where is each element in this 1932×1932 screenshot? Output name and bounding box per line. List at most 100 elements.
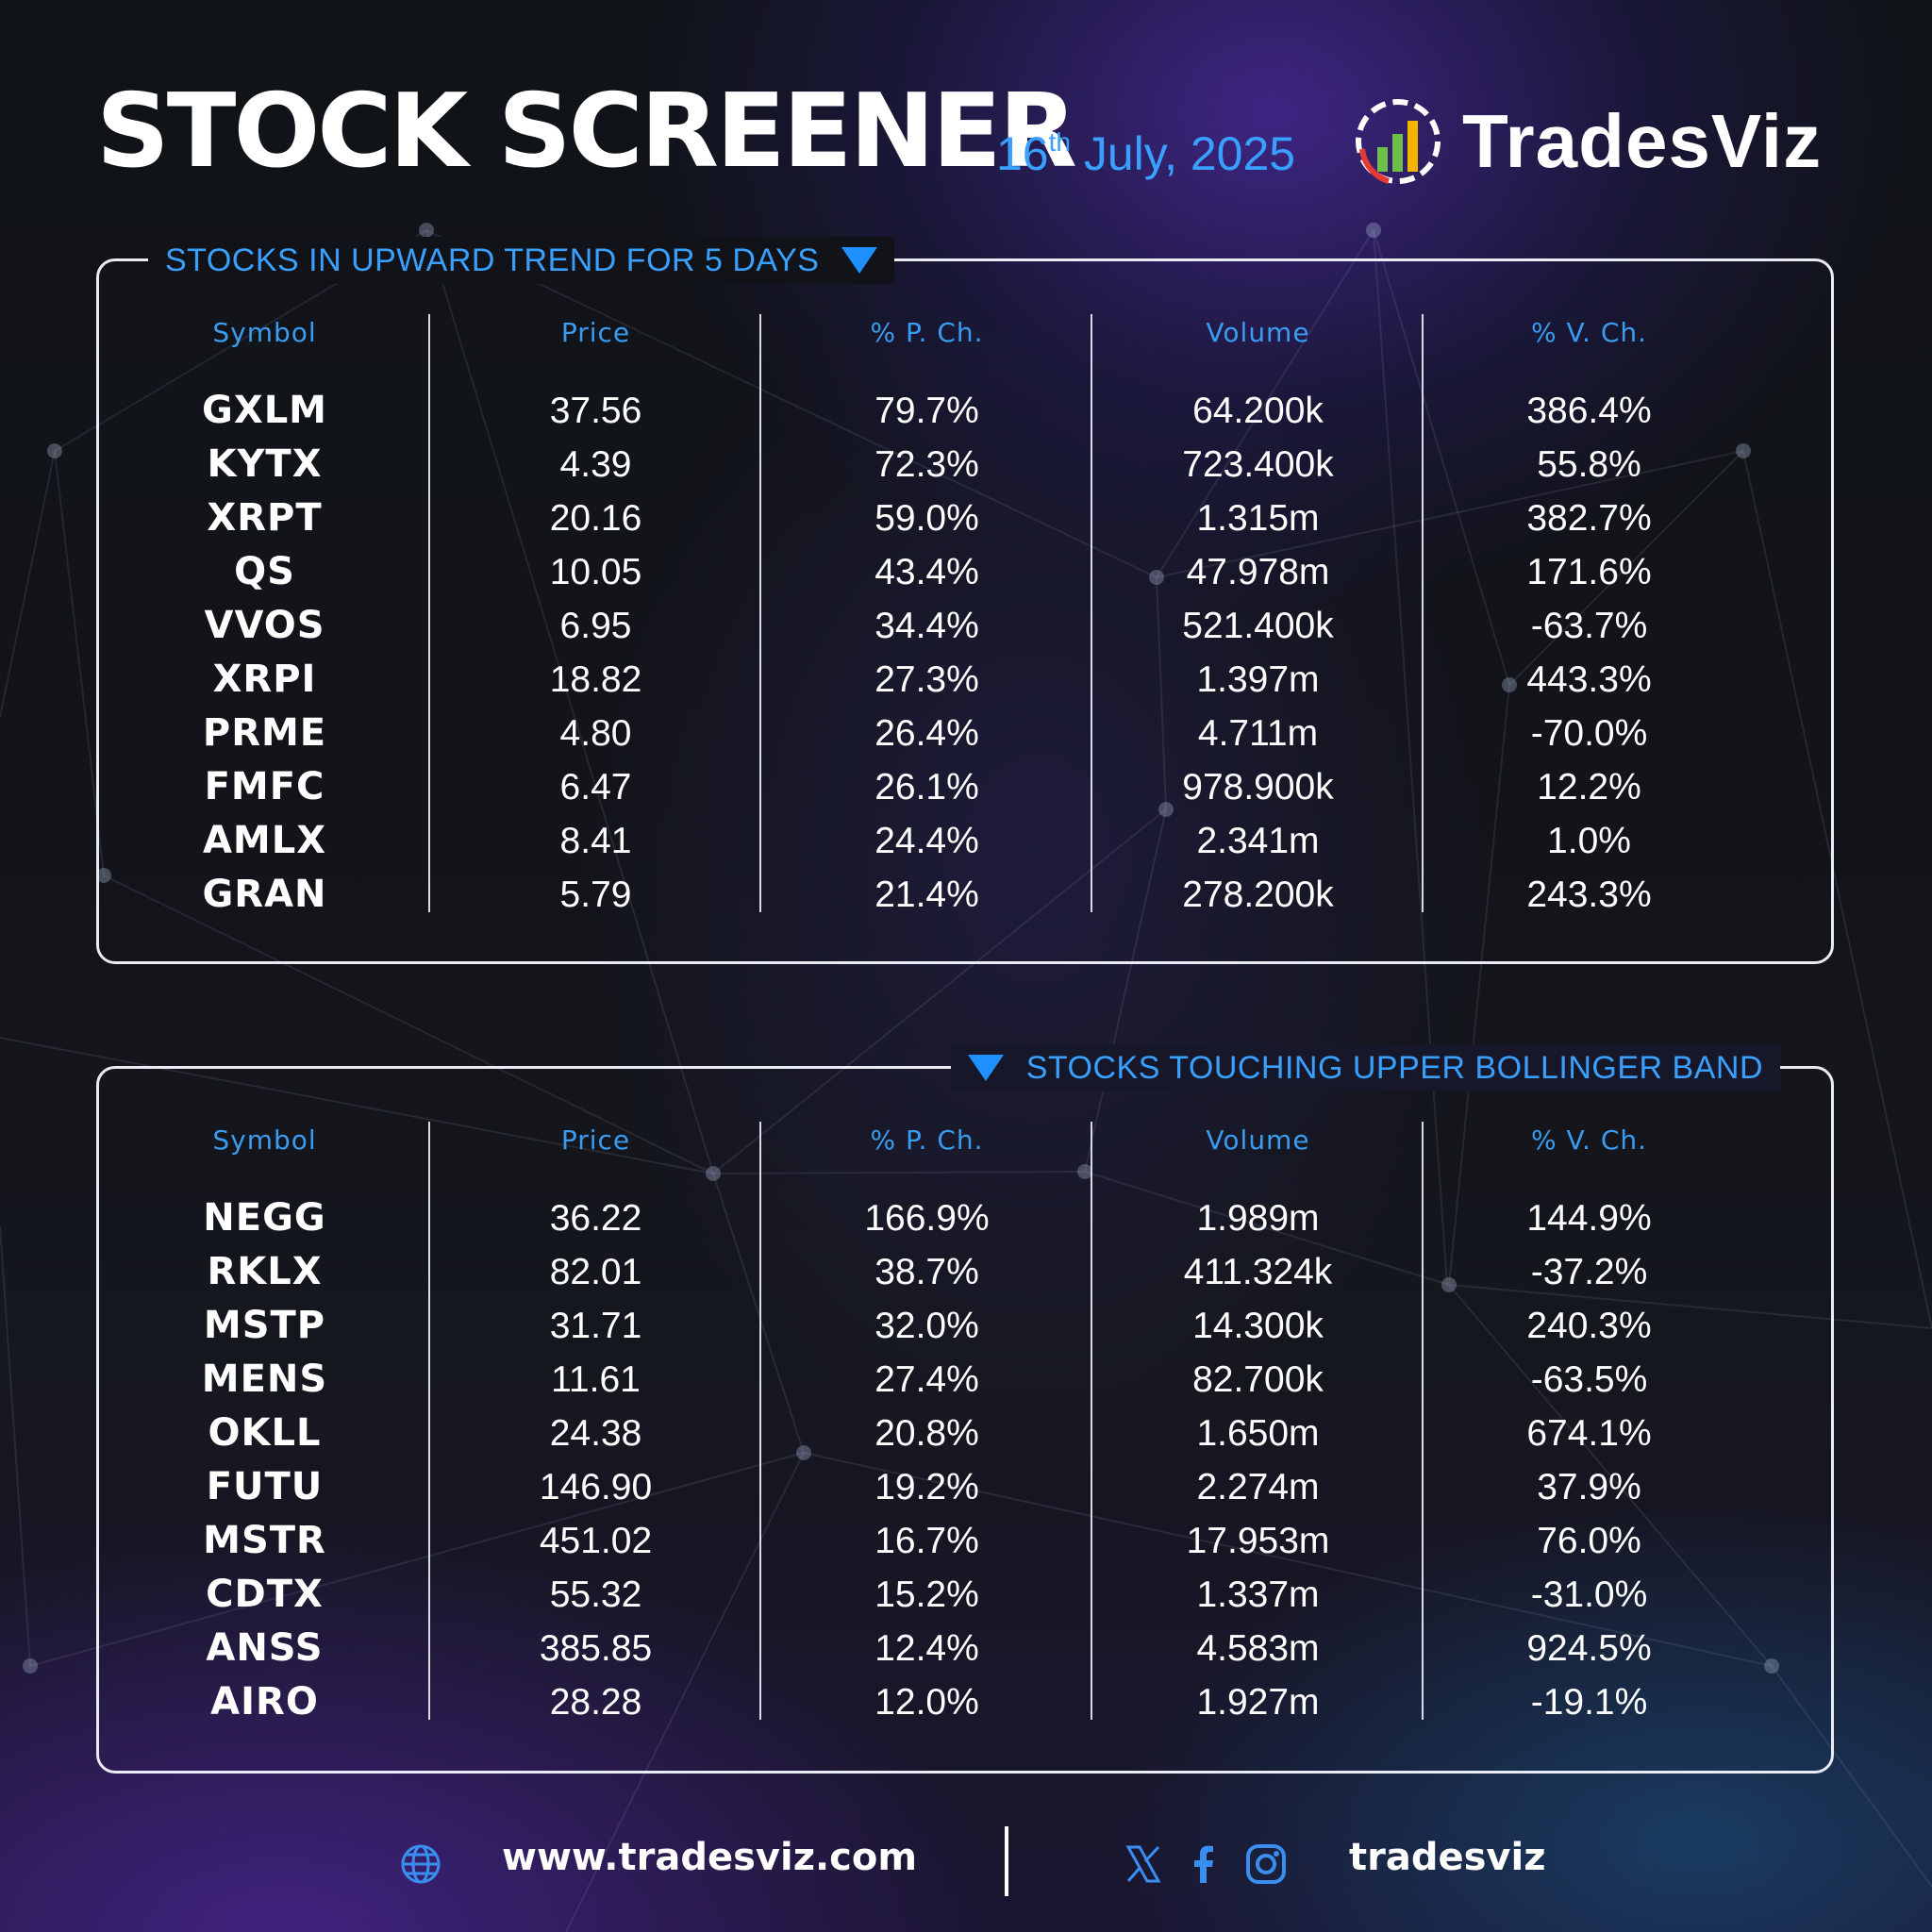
column-cells: 166.9% 38.7% 32.0% 27.4% 20.8% 19.2% 16.7% 15.2… <box>761 1191 1092 1729</box>
upward-trend-title: STOCKS IN UPWARD TREND FOR 5 DAYS <box>165 242 820 278</box>
volume-cell: 1.315m <box>1196 498 1320 539</box>
volume-cell: 1.397m <box>1196 659 1320 700</box>
date-suffix: th <box>1048 127 1071 157</box>
upward-trend-table: Symbol GXLM KYTX XRPT QS VVOS XRPI PRME FMFC AMLX… <box>99 314 1831 922</box>
symbol-cell: PRME <box>202 711 327 755</box>
bollinger-title: STOCKS TOUCHING UPPER BOLLINGER BAND <box>1025 1049 1763 1086</box>
volume-change-cell: -70.0% <box>1530 713 1648 754</box>
price-change-cell: 21.4% <box>874 874 979 915</box>
symbol-cell: MSTP <box>203 1304 326 1347</box>
volume-cell: 278.200k <box>1182 874 1334 915</box>
symbol-cell: ANSS <box>206 1626 324 1670</box>
price-change-cell: 12.4% <box>874 1628 979 1669</box>
column-cells: NEGG RKLX MSTP MENS OKLL FUTU MSTR CDTX ANSS AIRO <box>99 1191 430 1729</box>
volume-cell: 82.700k <box>1192 1359 1324 1400</box>
volume-change-cell: 76.0% <box>1537 1521 1641 1561</box>
price-change-cell: 32.0% <box>874 1306 979 1346</box>
column-symbol: Symbol GXLM KYTX XRPT QS VVOS XRPI PRME FMFC AMLX… <box>99 314 430 922</box>
price-cell: 5.79 <box>559 874 632 915</box>
price-change-cell: 38.7% <box>874 1252 979 1292</box>
volume-change-cell: 674.1% <box>1526 1413 1652 1454</box>
price-cell: 24.38 <box>549 1413 642 1454</box>
price-cell: 6.95 <box>559 606 632 646</box>
volume-cell: 723.400k <box>1182 444 1334 485</box>
volume-change-cell: -63.5% <box>1530 1359 1648 1400</box>
column-volume-change: % V. Ch. 386.4% 55.8% 382.7% 171.6% -63.7% 443… <box>1424 314 1755 922</box>
price-change-cell: 15.2% <box>874 1574 979 1615</box>
price-cell: 4.80 <box>559 713 632 754</box>
facebook-icon[interactable] <box>1181 1841 1226 1887</box>
column-cells: 36.22 82.01 31.71 11.61 24.38 146.90 451.02 55.… <box>430 1191 761 1729</box>
price-change-cell: 26.1% <box>874 767 979 808</box>
symbol-cell: AMLX <box>202 819 327 862</box>
x-icon[interactable] <box>1121 1841 1166 1887</box>
symbol-cell: QS <box>234 550 295 593</box>
volume-cell: 1.927m <box>1196 1682 1320 1723</box>
symbol-cell: NEGG <box>203 1196 326 1240</box>
column-cells: 64.200k 723.400k 1.315m 47.978m 521.400k 1.39… <box>1092 384 1424 922</box>
social-handle[interactable]: tradesviz <box>1349 1836 1546 1879</box>
footer-divider <box>1005 1826 1008 1896</box>
volume-change-cell: 171.6% <box>1526 552 1652 592</box>
volume-change-cell: 243.3% <box>1526 874 1652 915</box>
column-header-symbol: Symbol <box>212 1124 317 1156</box>
website-link[interactable]: www.tradesviz.com <box>502 1836 918 1879</box>
price-change-cell: 166.9% <box>864 1198 990 1239</box>
column-cells: GXLM KYTX XRPT QS VVOS XRPI PRME FMFC AMLX GRAN <box>99 384 430 922</box>
volume-cell: 2.341m <box>1196 821 1320 861</box>
price-cell: 37.56 <box>549 391 642 431</box>
volume-cell: 4.711m <box>1197 713 1319 754</box>
column-price: Price 37.56 4.39 20.16 10.05 6.95 18.82 4.80 6.4… <box>430 314 761 922</box>
column-cells: 79.7% 72.3% 59.0% 43.4% 34.4% 27.3% 26.4% 26.1%… <box>761 384 1092 922</box>
volume-change-cell: 924.5% <box>1526 1628 1652 1669</box>
instagram-icon[interactable] <box>1243 1841 1289 1887</box>
price-change-cell: 19.2% <box>874 1467 979 1507</box>
volume-cell: 978.900k <box>1182 767 1334 808</box>
price-change-cell: 27.4% <box>874 1359 979 1400</box>
date-day: 16 <box>996 127 1049 180</box>
symbol-cell: AIRO <box>210 1680 319 1724</box>
price-cell: 20.16 <box>549 498 642 539</box>
column-divider <box>759 314 761 912</box>
symbol-cell: FMFC <box>204 765 325 808</box>
column-cells: 144.9% -37.2% 240.3% -63.5% 674.1% 37.9% 76.0%… <box>1424 1191 1755 1729</box>
volume-cell: 1.989m <box>1196 1198 1320 1239</box>
volume-change-cell: 144.9% <box>1526 1198 1652 1239</box>
price-cell: 451.02 <box>539 1521 653 1561</box>
column-price-change: % P. Ch. 79.7% 72.3% 59.0% 43.4% 34.4% 27.3% 26… <box>761 314 1092 922</box>
symbol-cell: XRPI <box>212 658 317 701</box>
price-cell: 10.05 <box>549 552 642 592</box>
volume-cell: 2.274m <box>1196 1467 1320 1507</box>
symbol-cell: KYTX <box>207 442 323 486</box>
bollinger-label: STOCKS TOUCHING UPPER BOLLINGER BAND <box>950 1044 1780 1091</box>
symbol-cell: FUTU <box>206 1465 324 1508</box>
price-cell: 31.71 <box>549 1306 642 1346</box>
volume-change-cell: 37.9% <box>1537 1467 1641 1507</box>
report-date: 16th July, 2025 <box>996 126 1295 181</box>
price-change-cell: 27.3% <box>874 659 979 700</box>
symbol-cell: OKLL <box>208 1411 322 1455</box>
price-change-cell: 16.7% <box>874 1521 979 1561</box>
column-header-price: Price <box>560 1124 631 1156</box>
volume-cell: 17.953m <box>1186 1521 1330 1561</box>
column-header-price-change: % P. Ch. <box>870 317 984 348</box>
symbol-cell: CDTX <box>206 1573 324 1616</box>
column-header-price: Price <box>560 317 631 348</box>
column-header-symbol: Symbol <box>212 317 317 348</box>
bollinger-table: Symbol NEGG RKLX MSTP MENS OKLL FUTU MSTR CDTX AN… <box>99 1122 1831 1729</box>
volume-change-cell: -19.1% <box>1530 1682 1648 1723</box>
price-cell: 8.41 <box>559 821 632 861</box>
volume-cell: 1.337m <box>1196 1574 1320 1615</box>
column-header-price-change: % P. Ch. <box>870 1124 984 1156</box>
column-divider <box>1422 1122 1424 1720</box>
volume-change-cell: 1.0% <box>1547 821 1631 861</box>
column-divider <box>1091 1122 1092 1720</box>
price-change-cell: 20.8% <box>874 1413 979 1454</box>
volume-change-cell: 55.8% <box>1537 444 1641 485</box>
price-cell: 36.22 <box>549 1198 642 1239</box>
column-header-volume-change: % V. Ch. <box>1530 317 1648 348</box>
column-volume-change: % V. Ch. 144.9% -37.2% 240.3% -63.5% 674.1% 37… <box>1424 1122 1755 1729</box>
volume-cell: 411.324k <box>1183 1252 1333 1292</box>
symbol-cell: MENS <box>201 1357 328 1401</box>
bollinger-panel: STOCKS TOUCHING UPPER BOLLINGER BAND Sym… <box>96 1044 1834 1774</box>
